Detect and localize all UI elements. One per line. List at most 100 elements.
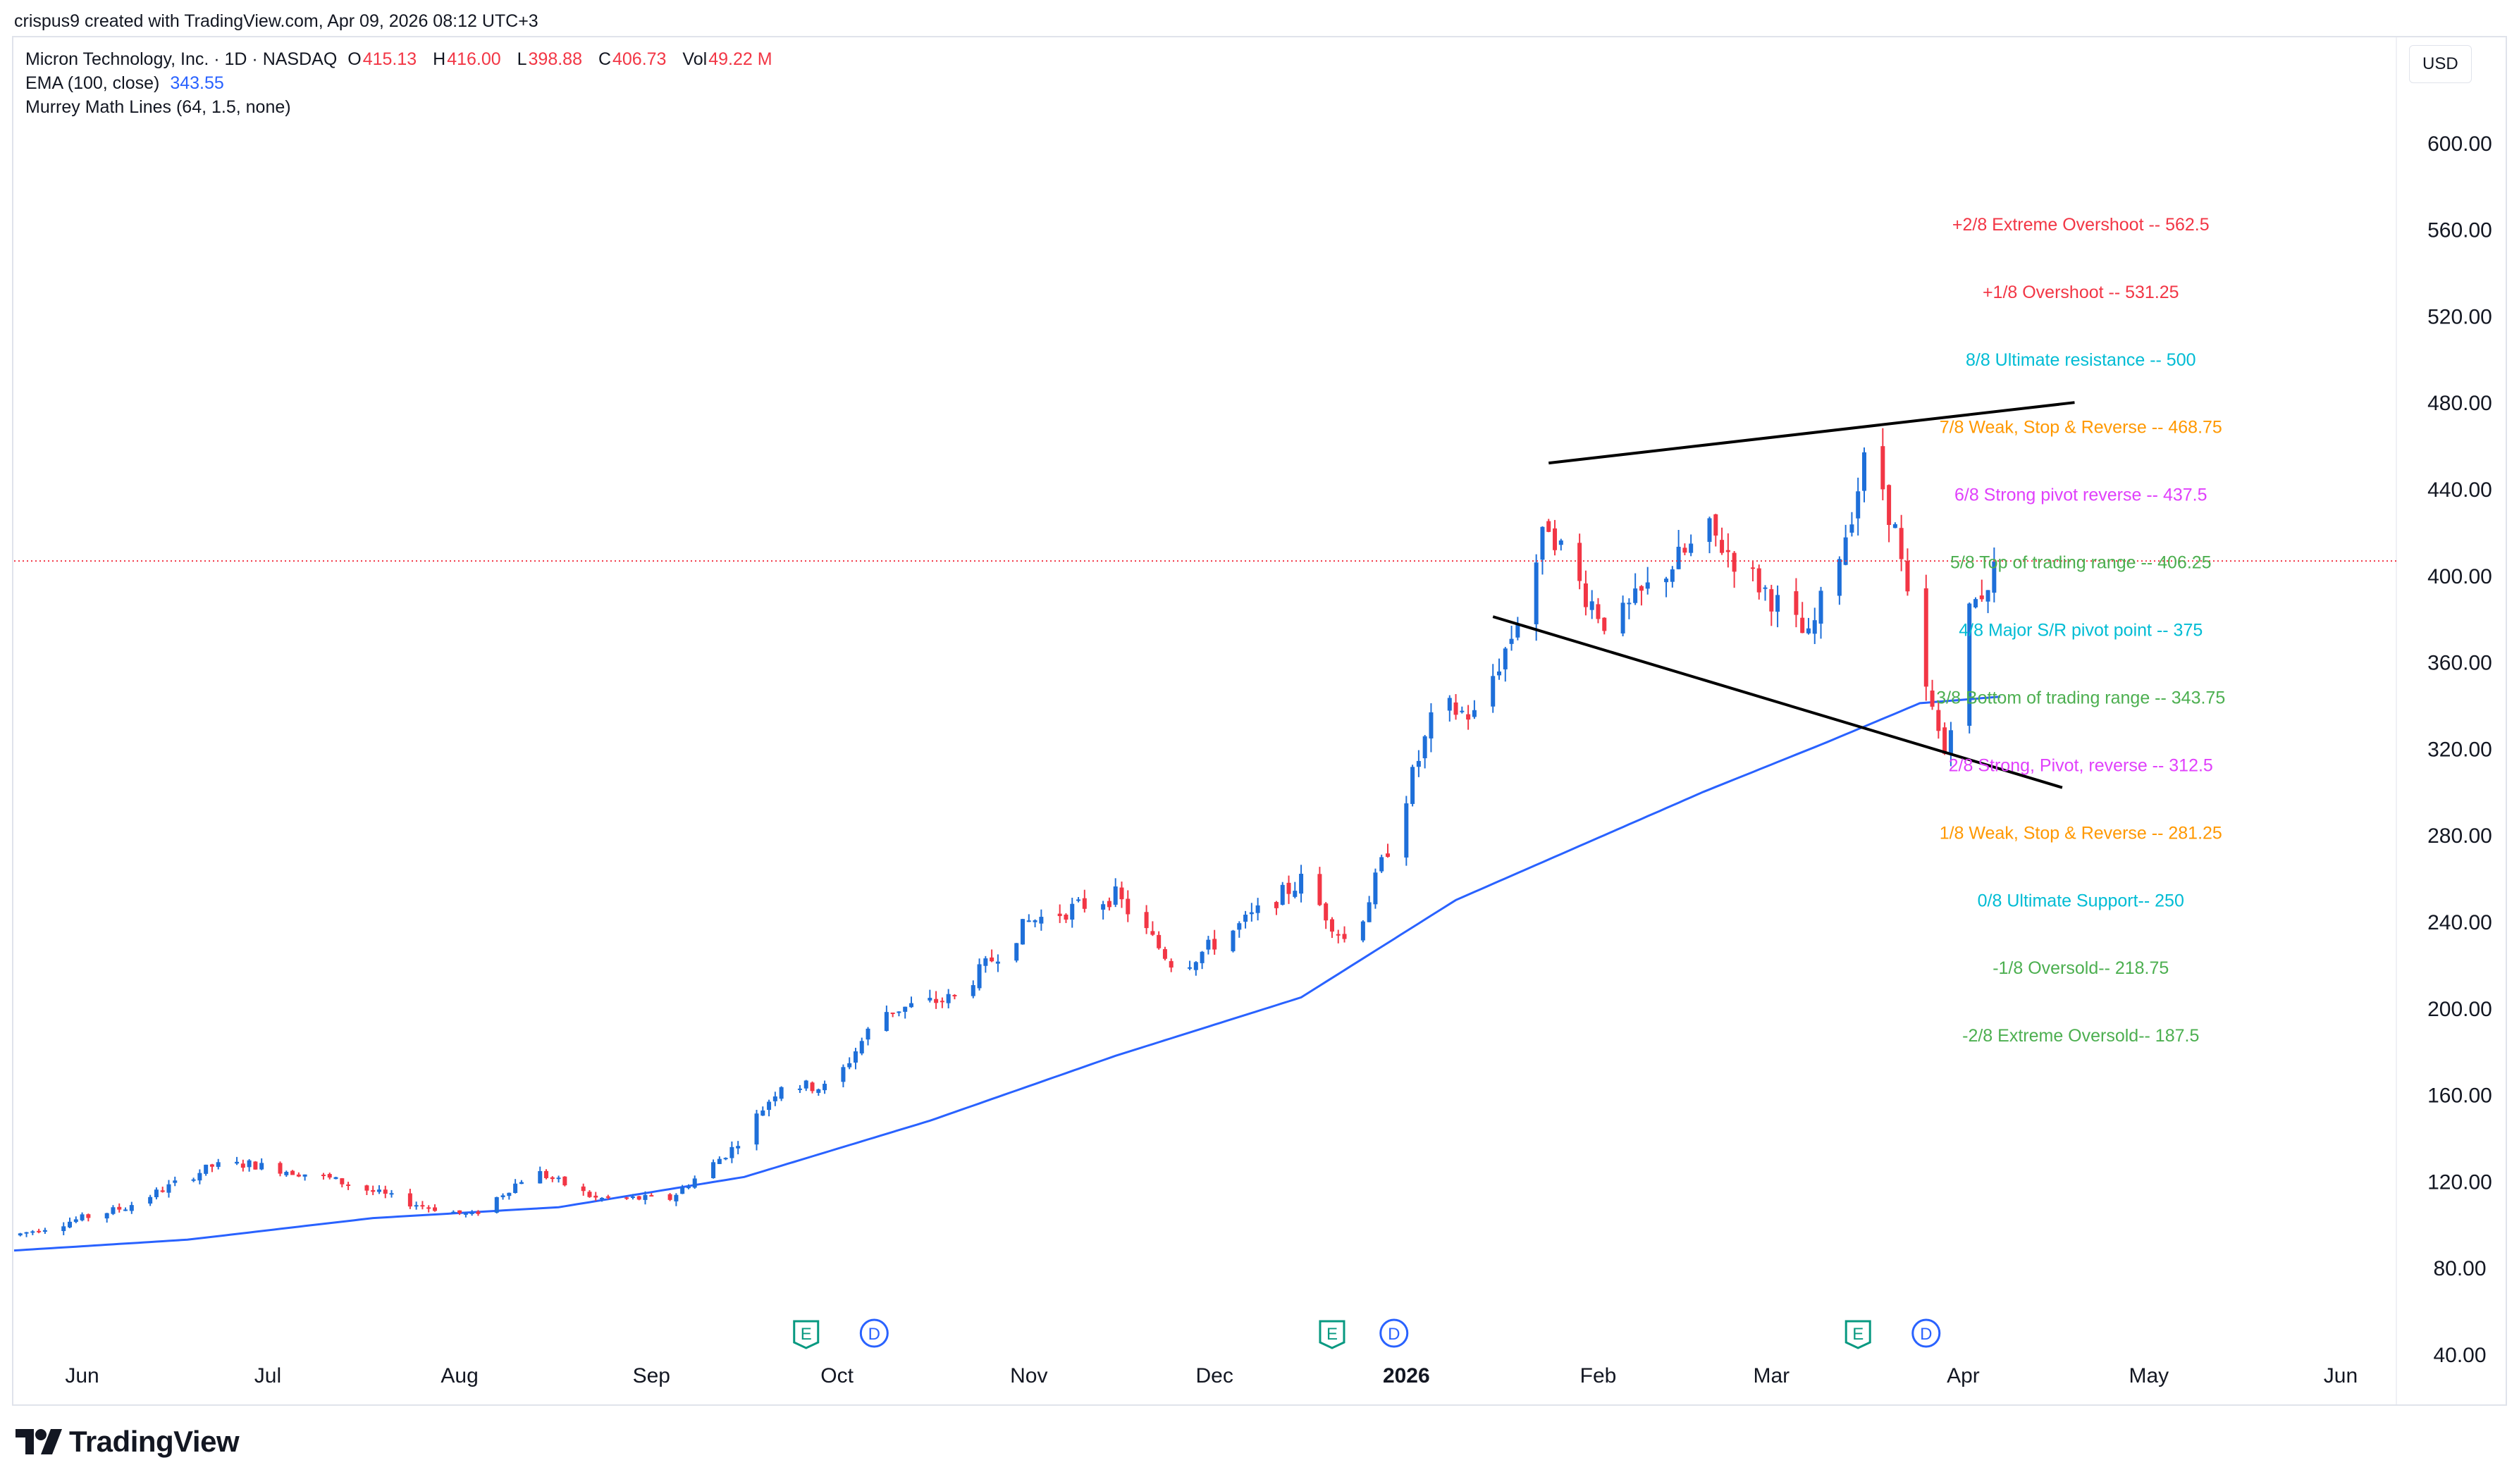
- candle-body: [1540, 526, 1545, 560]
- symbol-legend[interactable]: Micron Technology, Inc. · 1D · NASDAQ O4…: [25, 49, 784, 70]
- candle-up: [1200, 951, 1205, 970]
- candle-up: [841, 1064, 846, 1088]
- candle-up: [204, 1164, 209, 1176]
- candle-down: [952, 994, 957, 1000]
- candle-down: [1769, 584, 1774, 626]
- candle-down: [1107, 897, 1111, 911]
- candle-body: [1212, 939, 1217, 950]
- x-axis-tick-label: Sep: [633, 1364, 670, 1387]
- candle-body: [1794, 591, 1799, 615]
- candle-down: [321, 1173, 326, 1180]
- candle-down: [593, 1192, 598, 1201]
- candle-down: [1923, 574, 1928, 701]
- candle-body: [1249, 912, 1254, 915]
- candle-up: [1255, 898, 1260, 921]
- candle-body: [897, 1011, 901, 1013]
- candle-down: [1720, 527, 1725, 555]
- earnings-marker-icon[interactable]: E: [1844, 1320, 1871, 1349]
- candle-down: [1162, 946, 1167, 960]
- candle-down: [1336, 929, 1341, 944]
- candle-up: [30, 1230, 35, 1235]
- dividend-marker-icon[interactable]: D: [1911, 1318, 1941, 1348]
- open-value: 415.13: [362, 49, 417, 69]
- x-axis-tick-label: Apr: [1947, 1364, 1980, 1387]
- candle-body: [259, 1163, 264, 1170]
- ema-legend[interactable]: EMA (100, close) 343.55: [25, 73, 230, 94]
- candle-up: [717, 1156, 722, 1164]
- candle-down: [667, 1193, 672, 1201]
- candle-body: [1682, 548, 1687, 553]
- candle-body: [1720, 540, 1725, 553]
- candle-body: [884, 1012, 889, 1032]
- candle-body: [1602, 617, 1607, 631]
- candle-body: [630, 1197, 635, 1199]
- candle-down: [587, 1190, 592, 1198]
- candle-up: [729, 1141, 734, 1163]
- candle-up: [1422, 734, 1427, 769]
- y-axis-tick-label: 400.00: [2427, 565, 2492, 588]
- earnings-marker-icon[interactable]: E: [1319, 1320, 1345, 1349]
- candle-body: [1923, 588, 1928, 687]
- candle-body: [544, 1170, 549, 1178]
- candle-body: [111, 1207, 116, 1214]
- candle-down: [290, 1170, 295, 1175]
- candle-body: [1534, 562, 1539, 624]
- candle-up: [24, 1232, 29, 1237]
- currency-button[interactable]: USD: [2409, 45, 2472, 83]
- candle-body: [129, 1205, 134, 1211]
- candle-body: [853, 1051, 858, 1063]
- candle-down: [544, 1169, 549, 1180]
- earnings-marker-icon[interactable]: E: [793, 1320, 820, 1349]
- dividend-marker-icon[interactable]: D: [1379, 1318, 1409, 1348]
- murrey-line-label: 0/8 Ultimate Support-- 250: [1978, 891, 2184, 910]
- candle-body: [717, 1158, 722, 1164]
- candle-down: [934, 991, 939, 1009]
- ema-label: EMA (100, close): [25, 73, 160, 93]
- candle-body: [327, 1174, 332, 1178]
- candle-body: [890, 1012, 895, 1014]
- candle-body: [1979, 595, 1984, 600]
- candle-up: [897, 1011, 901, 1017]
- y-axis-tick-label: 240.00: [2427, 911, 2492, 934]
- candle-body: [30, 1231, 35, 1233]
- candle-up: [1633, 573, 1638, 605]
- candle-down: [1794, 578, 1799, 628]
- symbol-title[interactable]: Micron Technology, Inc. · 1D · NASDAQ: [25, 49, 338, 69]
- murrey-line-label: 5/8 Top of trading range -- 406.25: [1950, 553, 2212, 573]
- candle-body: [1404, 803, 1409, 858]
- candle-body: [903, 1006, 908, 1012]
- candle-body: [1812, 620, 1817, 634]
- y-axis-tick-label: 440.00: [2427, 478, 2492, 502]
- candle-up: [451, 1210, 456, 1213]
- candle-body: [1899, 528, 1904, 559]
- candle-body: [463, 1213, 468, 1215]
- candle-down: [636, 1195, 641, 1201]
- candle-down: [1899, 514, 1904, 571]
- murrey-legend[interactable]: Murrey Math Lines (64, 1.5, none): [25, 97, 297, 118]
- tradingview-logo-icon: [16, 1429, 62, 1454]
- x-axis-tick-label: Oct: [820, 1364, 854, 1387]
- candle-body: [587, 1192, 592, 1197]
- candle-up: [73, 1216, 78, 1223]
- candle-down: [37, 1228, 42, 1234]
- candle-body: [1416, 760, 1421, 767]
- candle-up: [1509, 626, 1514, 651]
- candle-down: [1713, 514, 1718, 547]
- tradingview-logo[interactable]: TradingView: [16, 1425, 240, 1459]
- candle-down: [1602, 617, 1607, 635]
- y-axis-tick-label: 360.00: [2427, 652, 2492, 675]
- candle-body: [1806, 628, 1811, 633]
- x-axis-tick-label: Dec: [1195, 1364, 1233, 1387]
- candle-body: [80, 1214, 85, 1220]
- candle-body: [1274, 902, 1279, 908]
- candle-body: [302, 1174, 307, 1177]
- murrey-line-label: +1/8 Overshoot -- 531.25: [1983, 283, 2179, 302]
- dividend-marker-icon[interactable]: D: [859, 1318, 889, 1348]
- attribution-text: crispus9 created with TradingView.com, A…: [14, 11, 538, 31]
- candle-up: [680, 1185, 685, 1194]
- candle-up: [1861, 447, 1866, 502]
- candle-body: [692, 1178, 697, 1188]
- candle-body: [1503, 648, 1508, 669]
- candle-up: [1775, 585, 1780, 628]
